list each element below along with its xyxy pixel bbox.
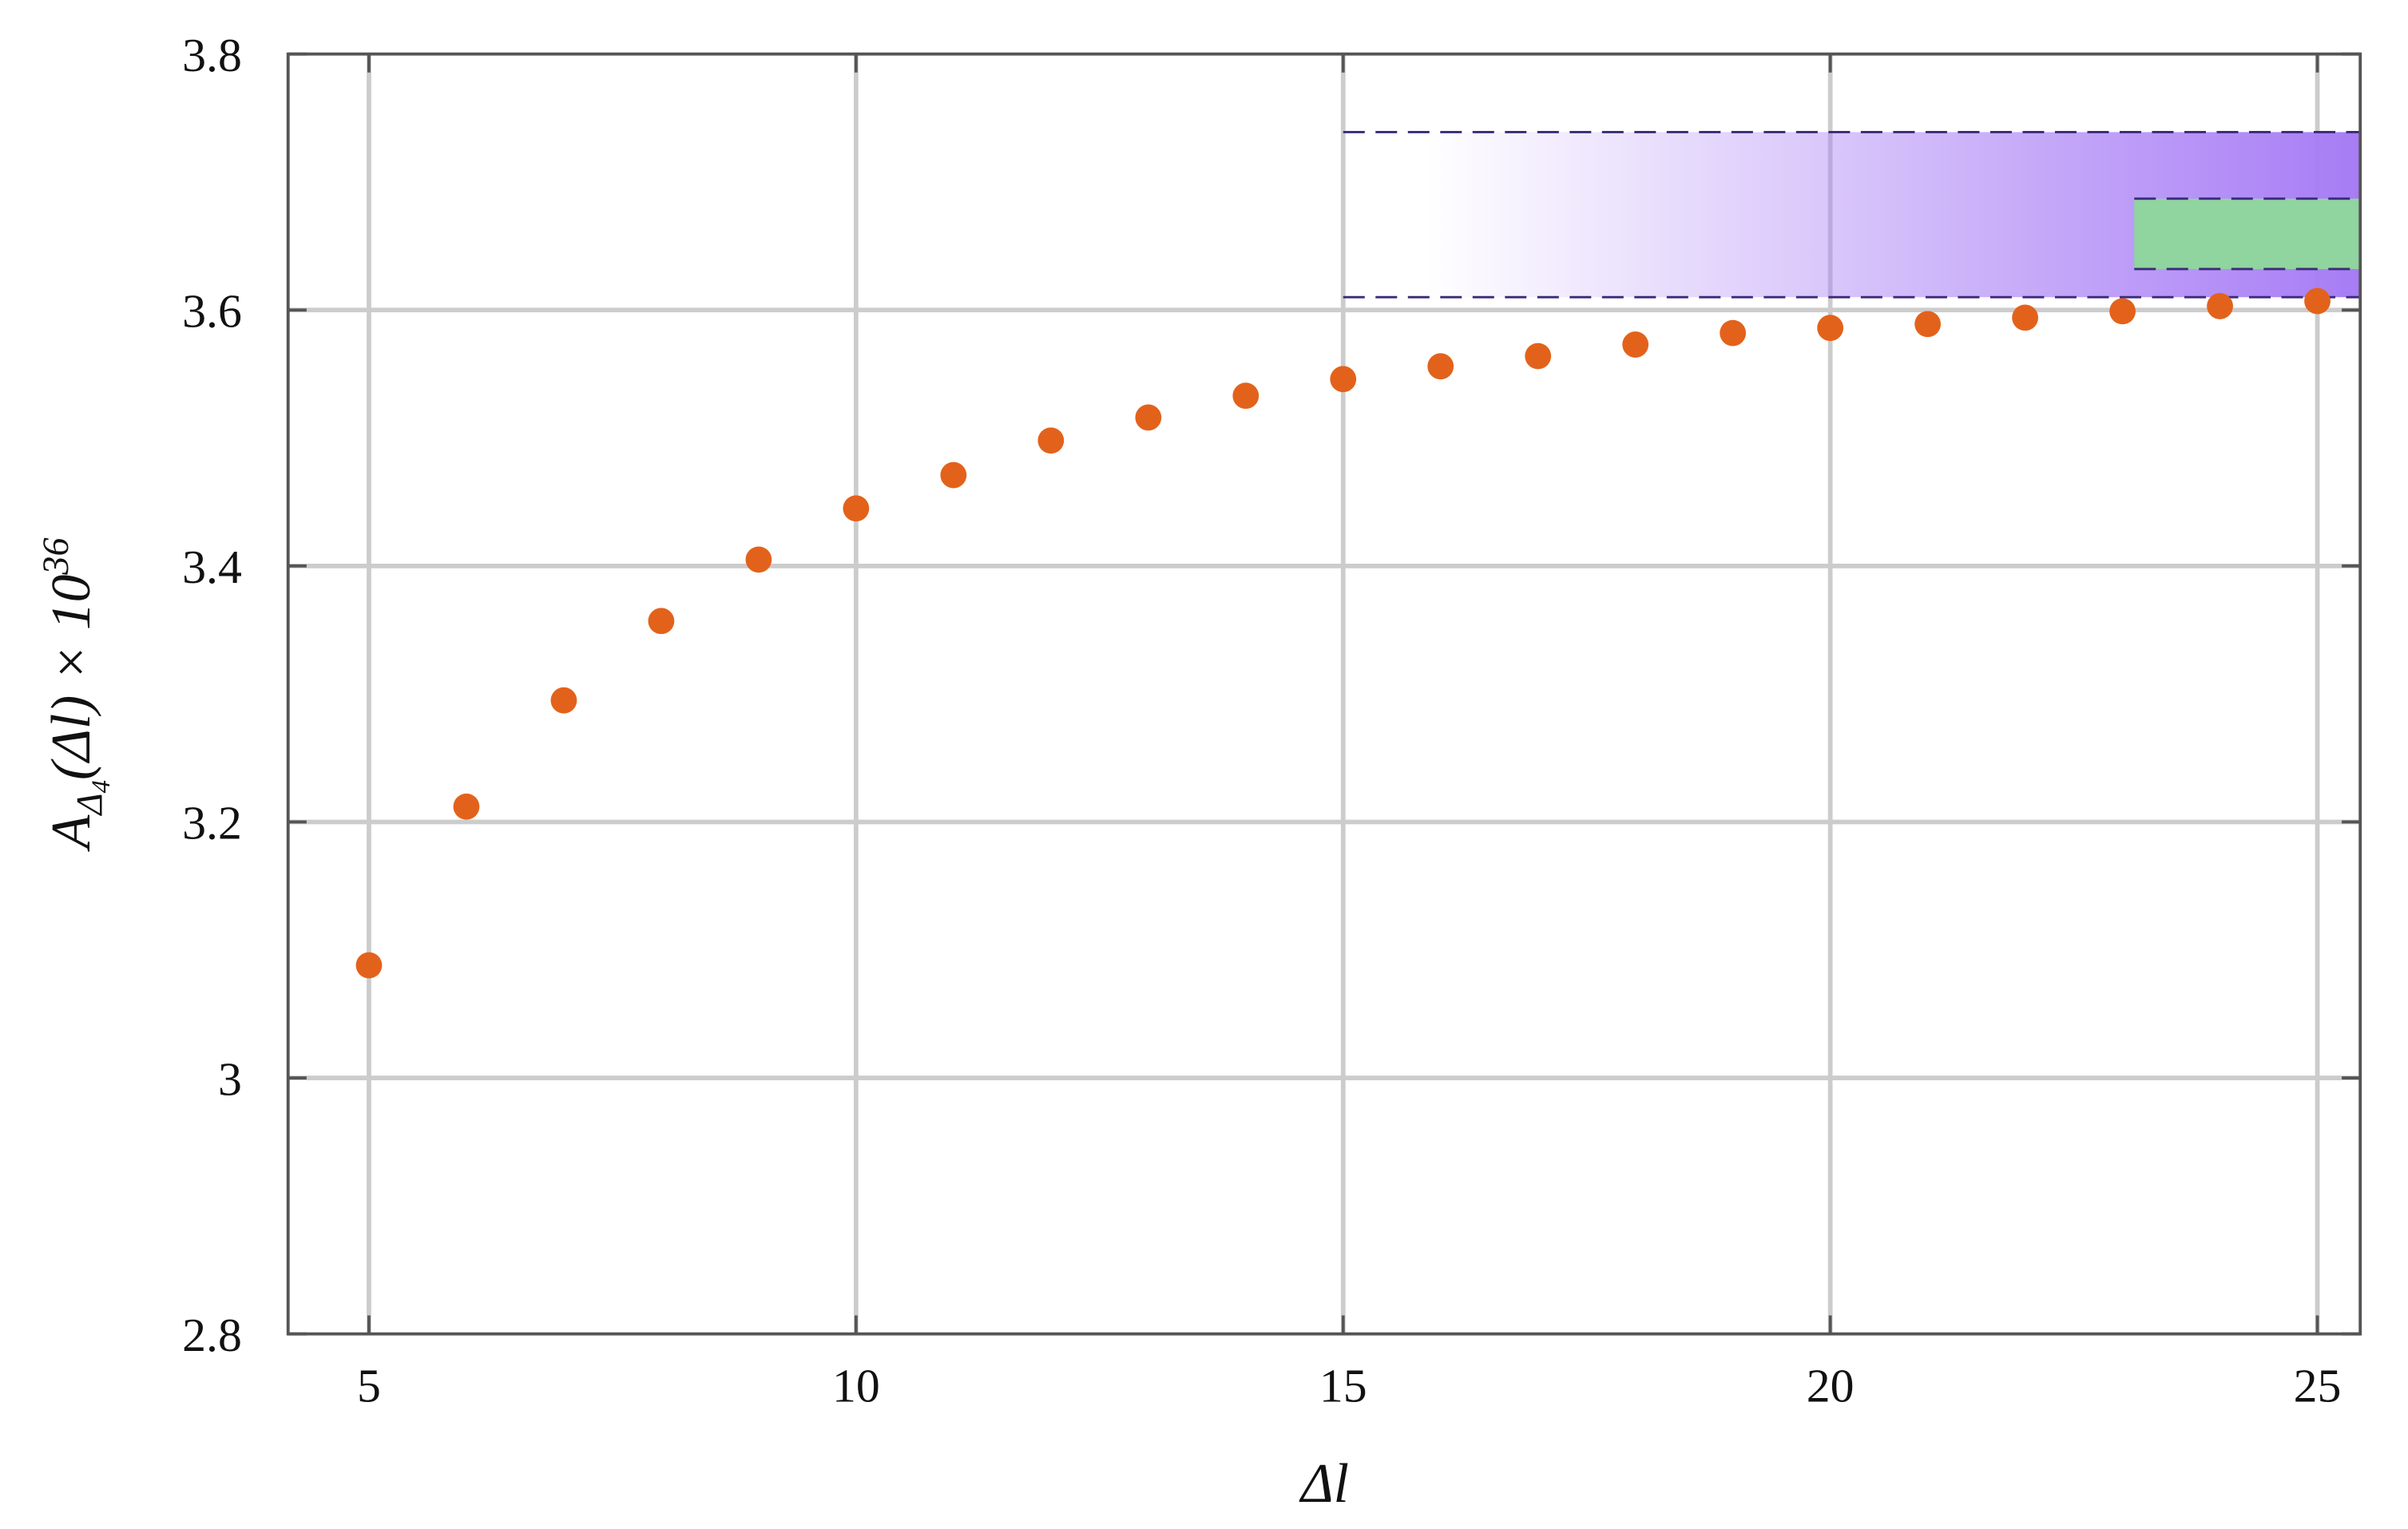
point xyxy=(550,687,577,714)
point xyxy=(940,461,967,489)
y-tick-label: 3 xyxy=(218,1052,242,1105)
plot: 2.8 3 3.2 3.4 3.6 3.8 5 10 15 20 25 xyxy=(182,29,2362,1412)
point xyxy=(745,546,772,573)
plot-frame xyxy=(286,52,2362,1336)
point xyxy=(1232,382,1260,410)
point xyxy=(1817,315,1844,342)
y-label-part: 4 xyxy=(87,780,116,793)
band xyxy=(2134,198,2361,269)
point xyxy=(1622,331,1649,358)
y-tick-label: 2.8 xyxy=(182,1309,242,1361)
y-tick-label: 3.6 xyxy=(182,284,242,337)
y-label-part: A xyxy=(41,814,102,852)
y-label-part: Δ xyxy=(69,793,110,816)
point xyxy=(1427,353,1454,380)
x-tick-label: 25 xyxy=(2294,1360,2342,1412)
x-axis-label: Δl xyxy=(1299,1453,1349,1515)
point xyxy=(355,952,383,979)
x-tick-label: 20 xyxy=(1807,1360,1855,1412)
point xyxy=(1135,404,1162,431)
y-tick-label: 3.8 xyxy=(182,29,242,81)
point xyxy=(843,495,870,522)
y-label-part: 36 xyxy=(36,537,77,575)
y-tick-label: 3.2 xyxy=(182,797,242,850)
point xyxy=(1525,343,1552,370)
point xyxy=(1914,311,1942,338)
y-label-part: (Δl) × 10 xyxy=(41,575,102,780)
point xyxy=(1330,366,1357,393)
x-tick-label: 5 xyxy=(357,1360,381,1412)
y-tick-label: 3.4 xyxy=(182,541,242,593)
x-tick-label: 15 xyxy=(1319,1360,1367,1412)
point xyxy=(2012,304,2038,331)
point xyxy=(2207,293,2233,319)
y-axis-label: AΔ4(Δl) × 1036 xyxy=(36,537,116,852)
x-tick-label: 10 xyxy=(832,1360,880,1412)
point xyxy=(2304,287,2331,315)
point xyxy=(2109,298,2136,325)
point xyxy=(453,793,480,820)
point xyxy=(1037,427,1065,454)
point xyxy=(648,608,675,635)
point xyxy=(1720,319,1747,347)
